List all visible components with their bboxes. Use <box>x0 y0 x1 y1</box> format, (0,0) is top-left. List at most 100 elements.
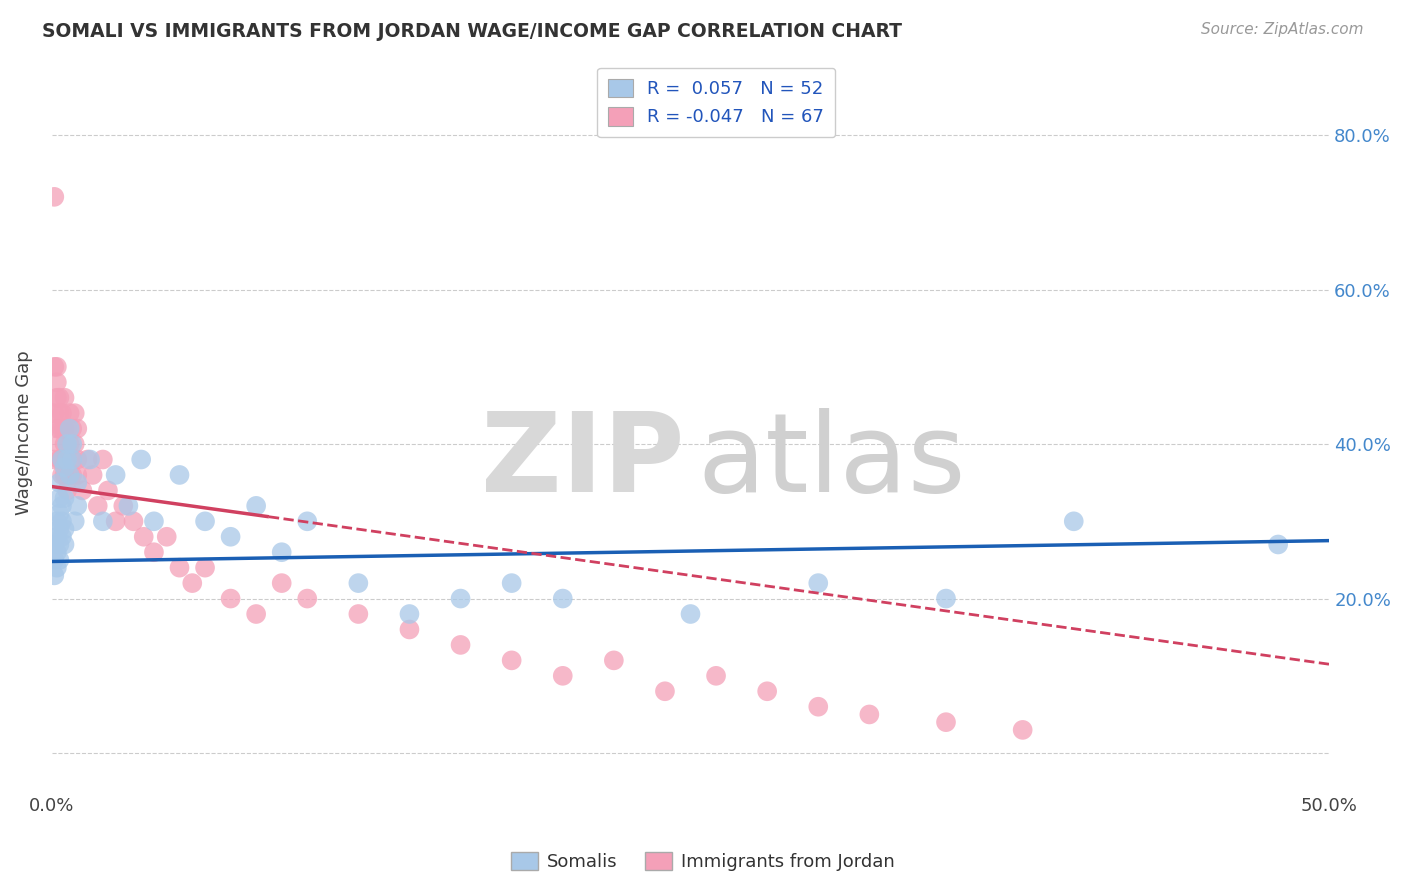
Point <box>48 406 70 420</box>
Point <box>53 467 76 482</box>
Point <box>194 514 217 528</box>
Point <box>270 545 292 559</box>
Point <box>347 607 370 621</box>
Point <box>270 576 292 591</box>
Point <box>56 483 79 498</box>
Point <box>51 452 73 467</box>
Point <box>51 452 73 467</box>
Point <box>297 514 319 528</box>
Text: SOMALI VS IMMIGRANTS FROM JORDAN WAGE/INCOME GAP CORRELATION CHART: SOMALI VS IMMIGRANTS FROM JORDAN WAGE/IN… <box>42 22 903 41</box>
Point <box>56 421 79 435</box>
Point <box>48 437 70 451</box>
Point <box>91 452 114 467</box>
Point <box>60 437 83 451</box>
Point <box>245 499 267 513</box>
Point <box>48 537 70 551</box>
Point <box>169 467 191 482</box>
Point <box>48 421 70 435</box>
Point <box>1267 537 1289 551</box>
Text: atlas: atlas <box>697 408 966 515</box>
Point <box>60 452 83 467</box>
Point <box>551 669 574 683</box>
Point <box>53 391 76 405</box>
Point <box>858 707 880 722</box>
Point <box>142 514 165 528</box>
Point <box>53 522 76 536</box>
Point <box>91 514 114 528</box>
Point <box>59 437 82 451</box>
Point <box>450 591 472 606</box>
Point <box>551 591 574 606</box>
Point <box>48 491 70 505</box>
Point <box>219 591 242 606</box>
Point <box>48 522 70 536</box>
Point <box>48 553 70 567</box>
Point <box>53 491 76 505</box>
Point <box>63 514 86 528</box>
Point <box>501 576 523 591</box>
Point <box>48 452 70 467</box>
Point <box>935 591 957 606</box>
Point <box>66 421 89 435</box>
Point <box>45 560 67 574</box>
Point <box>935 715 957 730</box>
Point <box>112 499 135 513</box>
Point <box>132 530 155 544</box>
Point <box>60 452 83 467</box>
Point <box>56 452 79 467</box>
Point <box>53 421 76 435</box>
Point <box>59 406 82 420</box>
Point <box>807 576 830 591</box>
Point <box>398 623 420 637</box>
Point <box>72 483 94 498</box>
Point <box>142 545 165 559</box>
Point <box>51 514 73 528</box>
Point <box>45 359 67 374</box>
Point <box>45 530 67 544</box>
Point <box>44 406 66 420</box>
Point <box>82 467 104 482</box>
Legend: Somalis, Immigrants from Jordan: Somalis, Immigrants from Jordan <box>503 845 903 879</box>
Point <box>51 499 73 513</box>
Point <box>48 391 70 405</box>
Text: Source: ZipAtlas.com: Source: ZipAtlas.com <box>1201 22 1364 37</box>
Point <box>1063 514 1085 528</box>
Point <box>603 653 626 667</box>
Point <box>48 475 70 490</box>
Point <box>56 452 79 467</box>
Point <box>59 467 82 482</box>
Point <box>169 560 191 574</box>
Point <box>63 437 86 451</box>
Point <box>679 607 702 621</box>
Point <box>807 699 830 714</box>
Point <box>45 514 67 528</box>
Point <box>245 607 267 621</box>
Point <box>194 560 217 574</box>
Point <box>51 467 73 482</box>
Point <box>45 391 67 405</box>
Point <box>398 607 420 621</box>
Point <box>51 406 73 420</box>
Point <box>44 553 66 567</box>
Point <box>97 483 120 498</box>
Point <box>48 507 70 521</box>
Point <box>156 530 179 544</box>
Point <box>66 475 89 490</box>
Point <box>76 452 98 467</box>
Point <box>104 467 127 482</box>
Point <box>87 499 110 513</box>
Point <box>66 452 89 467</box>
Point <box>704 669 727 683</box>
Point <box>122 514 145 528</box>
Point <box>45 421 67 435</box>
Point <box>129 452 152 467</box>
Point <box>756 684 779 698</box>
Point <box>63 406 86 420</box>
Point <box>45 376 67 390</box>
Point <box>104 514 127 528</box>
Point <box>44 537 66 551</box>
Point <box>66 499 89 513</box>
Legend: R =  0.057   N = 52, R = -0.047   N = 67: R = 0.057 N = 52, R = -0.047 N = 67 <box>598 68 835 137</box>
Point <box>181 576 204 591</box>
Point <box>450 638 472 652</box>
